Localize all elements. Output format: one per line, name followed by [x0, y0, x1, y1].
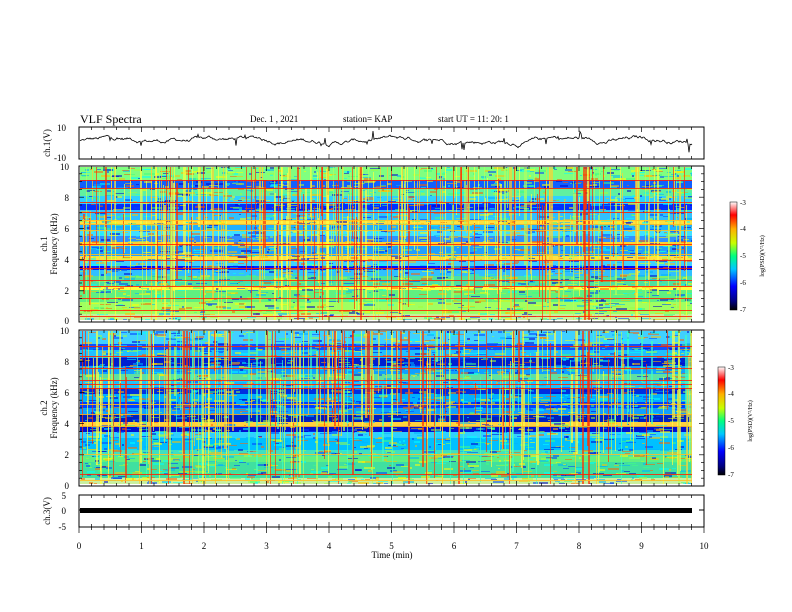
ch2-freq-tick-4: 4	[65, 419, 70, 429]
ch2-cbar-label: log(PSD)(V²/Hz)	[747, 400, 754, 441]
ch3-ytick-minus5: -5	[59, 522, 67, 532]
ch1-waveform-trace	[79, 130, 693, 153]
ch2-spectrogram-panel: ch.2 Frequency (kHz) 0 2 4 6 8 10	[39, 326, 705, 491]
ch2-spectrogram	[80, 331, 692, 484]
ch3-ytick-0: 0	[62, 506, 67, 516]
ch2-cbar-tick-m7: -7	[728, 471, 734, 479]
ch2-freq-tick-2: 2	[65, 450, 70, 460]
ch1-cbar-tick-m6: -6	[740, 279, 746, 287]
ch1-cbar-tick-m5: -5	[740, 252, 746, 260]
time-tick-9: 9	[639, 541, 644, 551]
ch2-ylabel-frequency: Frequency (kHz)	[49, 377, 59, 438]
ch1-freq-tick-4: 4	[65, 255, 70, 265]
ch2-freq-tick-6: 6	[65, 388, 70, 398]
ch3-ytick-5: 5	[62, 491, 67, 501]
ch1-ylabel: ch.1(V)	[42, 129, 52, 157]
time-tick-8: 8	[577, 541, 582, 551]
ch1-freq-tick-8: 8	[65, 193, 70, 203]
ch2-cbar-tick-m6: -6	[728, 444, 734, 452]
time-tick-1: 1	[139, 541, 144, 551]
time-tick-7: 7	[514, 541, 519, 551]
ch1-ylabel-channel: ch.1	[39, 236, 49, 251]
ch1-ylabel-frequency: Frequency (kHz)	[49, 213, 59, 274]
header-station: station= KAP	[343, 114, 392, 124]
ch1-ytick-top: 10	[57, 123, 67, 133]
time-axis-tick-labels: 0 1 2 3 4 5 6 7 8 9 10	[77, 541, 709, 551]
ch3-waveform-panel: 5 0 -5 ch.3(V)	[42, 491, 705, 532]
time-axis-label: Time (min)	[372, 550, 413, 560]
ch1-freq-tick-10: 10	[60, 162, 70, 172]
figure-title: VLF Spectra	[80, 112, 142, 126]
time-tick-5: 5	[389, 541, 394, 551]
header-date: Dec. 1 , 2021	[250, 114, 298, 124]
ch1-freq-tick-0: 0	[65, 316, 70, 326]
time-tick-2: 2	[202, 541, 207, 551]
ch2-freq-tick-8: 8	[65, 357, 70, 367]
ch1-colorbar: -3 -4 -5 -6 -7 log(PSD)(V²/Hz)	[729, 199, 766, 314]
ch1-ytick-bottom: -10	[54, 153, 66, 163]
ch1-spectrogram	[80, 167, 692, 320]
ch1-freq-tick-2: 2	[65, 286, 70, 296]
ch2-freq-tick-10: 10	[60, 326, 70, 336]
ch1-cbar-tick-m3: -3	[740, 199, 746, 207]
ch2-cbar-tick-m3: -3	[728, 364, 734, 372]
ch2-colorbar: -3 -4 -5 -6 -7 log(PSD)(V²/Hz)	[717, 364, 754, 479]
ch1-freq-tick-6: 6	[65, 224, 70, 234]
ch1-waveform-panel: 10 -10 ch.1(V)	[42, 123, 705, 163]
time-tick-3: 3	[264, 541, 269, 551]
ch3-waveform-trace	[80, 508, 692, 513]
ch3-ylabel: ch.3(V)	[42, 497, 52, 525]
ch2-freq-tick-0: 0	[65, 481, 70, 491]
ch2-cbar-tick-m4: -4	[728, 390, 734, 398]
time-tick-10: 10	[700, 541, 710, 551]
ch1-cbar-tick-m7: -7	[740, 306, 746, 314]
header-start-time: start UT = 11: 20: 1	[438, 114, 509, 124]
time-tick-0: 0	[77, 541, 82, 551]
ch2-cbar-tick-m5: -5	[728, 417, 734, 425]
time-tick-4: 4	[327, 541, 332, 551]
time-tick-6: 6	[452, 541, 457, 551]
ch2-ylabel-channel: ch.2	[39, 400, 49, 415]
ch1-cbar-label: log(PSD)(V²/Hz)	[759, 235, 766, 276]
ch1-spectrogram-panel: ch.1 Frequency (kHz) 0 2 4 6 8 10	[39, 162, 705, 326]
time-axis-ticks	[78, 127, 705, 533]
ch1-cbar-tick-m4: -4	[740, 225, 746, 233]
